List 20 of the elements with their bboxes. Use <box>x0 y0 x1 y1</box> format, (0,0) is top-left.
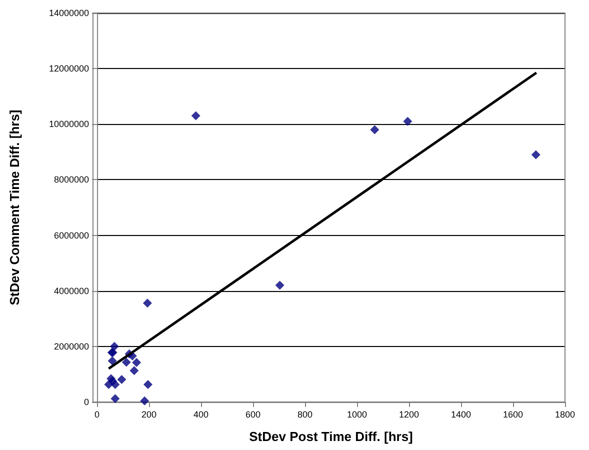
y-tick-label: 14000000 <box>48 8 89 18</box>
x-tick-label: 600 <box>245 410 261 420</box>
x-tick-label: 1600 <box>502 410 524 420</box>
y-tick-label: 10000000 <box>48 119 89 130</box>
x-tick-label: 200 <box>141 410 157 420</box>
x-tick-label: 400 <box>193 410 209 420</box>
y-tick-label: 8000000 <box>54 174 89 185</box>
x-tick-label: 800 <box>297 410 313 420</box>
x-tick-label: 1000 <box>346 410 368 420</box>
x-tick-label: 1400 <box>450 410 472 420</box>
x-axis-title: StDev Post Time Diff. [hrs] <box>249 429 413 444</box>
y-axis-title: StDev Comment Time Diff. [hrs] <box>7 110 22 306</box>
y-tick-label: 0 <box>84 397 89 407</box>
y-tick-label: 2000000 <box>54 341 89 352</box>
y-tick-label: 12000000 <box>48 64 89 74</box>
y-tick-label: 6000000 <box>54 230 89 240</box>
x-tick-label: 1800 <box>554 410 576 420</box>
x-tick-label: 0 <box>94 410 100 420</box>
y-tick-label: 4000000 <box>54 286 89 296</box>
x-tick-label: 1200 <box>398 410 420 420</box>
